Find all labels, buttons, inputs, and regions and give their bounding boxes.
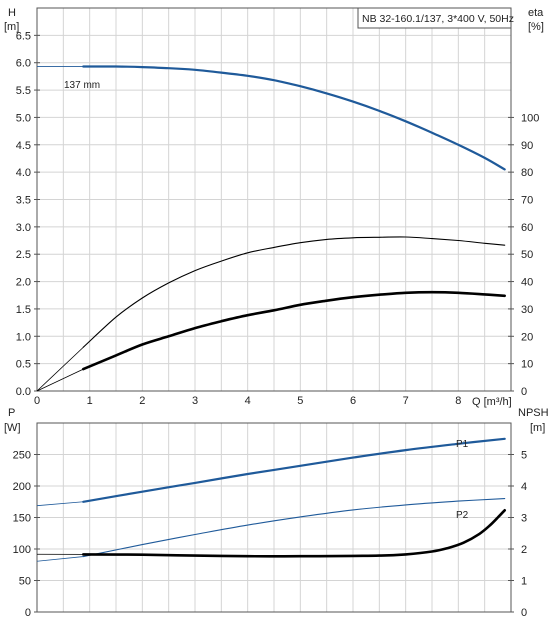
left-y-tick-label: 2.5 [16, 249, 31, 261]
x-tick-label: 1 [87, 395, 93, 407]
top-left-tick-labels: 0.0 0.5 1.0 1.5 2.0 2.5 3.0 3.5 4.0 4.5 5.0 5.5 6.0 6… [16, 30, 40, 398]
left-y-tick-label: 100 [13, 544, 31, 556]
left-y-tick-label: 5.5 [16, 85, 31, 97]
series-1-extension [36, 346, 84, 392]
series-2-extension [36, 368, 84, 392]
top-left-axis-unit: [m] [4, 21, 19, 33]
left-y-tick-label: 6.5 [16, 30, 31, 42]
right-y-tick-label: 4 [521, 481, 527, 493]
right-y-tick-label: 10 [521, 359, 533, 371]
x-tick-label: 5 [297, 395, 303, 407]
left-y-tick-label: 150 [13, 513, 31, 525]
x-tick-label: 0 [34, 395, 40, 407]
bottom-right-axis-title: NPSH [518, 407, 549, 419]
series-0-line [82, 65, 506, 171]
x-tick-label: 3 [192, 395, 198, 407]
left-y-tick-label: 50 [19, 576, 31, 588]
top-curves [36, 65, 506, 392]
right-y-tick-label: 80 [521, 167, 533, 179]
right-y-tick-label: 3 [521, 513, 527, 525]
series-1-line [82, 236, 506, 348]
left-y-tick-label: 250 [13, 450, 31, 462]
left-y-tick-label: 200 [13, 481, 31, 493]
x-tick-label: 8 [455, 395, 461, 407]
left-y-tick-label: 0.0 [16, 386, 31, 398]
right-y-tick-label: 1 [521, 576, 527, 588]
left-y-tick-label: 4.0 [16, 167, 31, 179]
series-label-p2: P2 [456, 510, 469, 521]
left-y-tick-label: 3.0 [16, 222, 31, 234]
left-y-tick-label: 6.0 [16, 58, 31, 70]
top-right-axis-title: eta [528, 7, 544, 19]
bottom-left-axis-title: P [8, 407, 15, 419]
top-left-axis-title: H [8, 7, 16, 19]
right-y-tick-label: 100 [521, 112, 539, 124]
top-grid [36, 8, 512, 391]
right-y-tick-label: 2 [521, 544, 527, 556]
right-y-tick-label: 30 [521, 304, 533, 316]
x-tick-label: 4 [245, 395, 251, 407]
right-y-tick-label: 5 [521, 450, 527, 462]
x-tick-label: 2 [139, 395, 145, 407]
bottom-left-axis-unit: [W] [4, 422, 21, 434]
left-y-tick-label: 5.0 [16, 112, 31, 124]
x-tick-label: 6 [350, 395, 356, 407]
left-y-tick-label: 3.5 [16, 195, 31, 207]
bottom-panel: 0 50 100 150 200 250 0 1 2 3 4 5 P [W] NPSH [m] P1… [4, 407, 549, 619]
series-1-extension [36, 556, 84, 562]
bottom-left-tick-labels: 0 50 100 150 200 250 [13, 450, 40, 619]
top-right-tick-labels: 0 10 20 30 40 50 60 70 80 90 100 [508, 112, 539, 398]
right-y-tick-label: 0 [521, 607, 527, 619]
series-2-line [82, 509, 506, 558]
left-y-tick-label: 1.0 [16, 331, 31, 343]
left-y-tick-label: 4.5 [16, 140, 31, 152]
x-tick-label: 7 [403, 395, 409, 407]
curve-label-137mm: 137 mm [64, 80, 100, 91]
chart-title: NB 32-160.1/137, 3*400 V, 50Hz [362, 13, 514, 25]
right-y-tick-label: 40 [521, 277, 533, 289]
right-y-tick-label: 60 [521, 222, 533, 234]
series-2-line [82, 290, 506, 371]
bottom-grid [36, 423, 512, 612]
left-y-tick-label: 0 [25, 607, 31, 619]
left-y-tick-label: 0.5 [16, 359, 31, 371]
right-y-tick-label: 90 [521, 140, 533, 152]
bottom-right-tick-labels: 0 1 2 3 4 5 [508, 450, 527, 619]
series-0-line [82, 437, 506, 503]
top-panel: 0 1 2 3 4 5 6 7 8 0.0 0.5 1.0 1.5 2.0 2.5 3.0 3.5 4.0 4.5… [4, 7, 544, 408]
series-0-extension [36, 501, 84, 507]
right-y-tick-label: 0 [521, 386, 527, 398]
top-right-axis-unit: [%] [528, 21, 544, 33]
x-axis-title: Q [m³/h] [472, 396, 512, 408]
top-x-tick-labels: 0 1 2 3 4 5 6 7 8 [34, 395, 461, 407]
bottom-curves [36, 437, 506, 562]
left-y-tick-label: 1.5 [16, 304, 31, 316]
chart-title-box [357, 7, 512, 29]
bottom-right-axis-unit: [m] [530, 422, 545, 434]
right-y-tick-label: 50 [521, 249, 533, 261]
right-y-tick-label: 70 [521, 195, 533, 207]
right-y-tick-label: 20 [521, 331, 533, 343]
left-y-tick-label: 2.0 [16, 277, 31, 289]
series-1-line [82, 498, 506, 558]
series-label-p1: P1 [456, 439, 469, 450]
